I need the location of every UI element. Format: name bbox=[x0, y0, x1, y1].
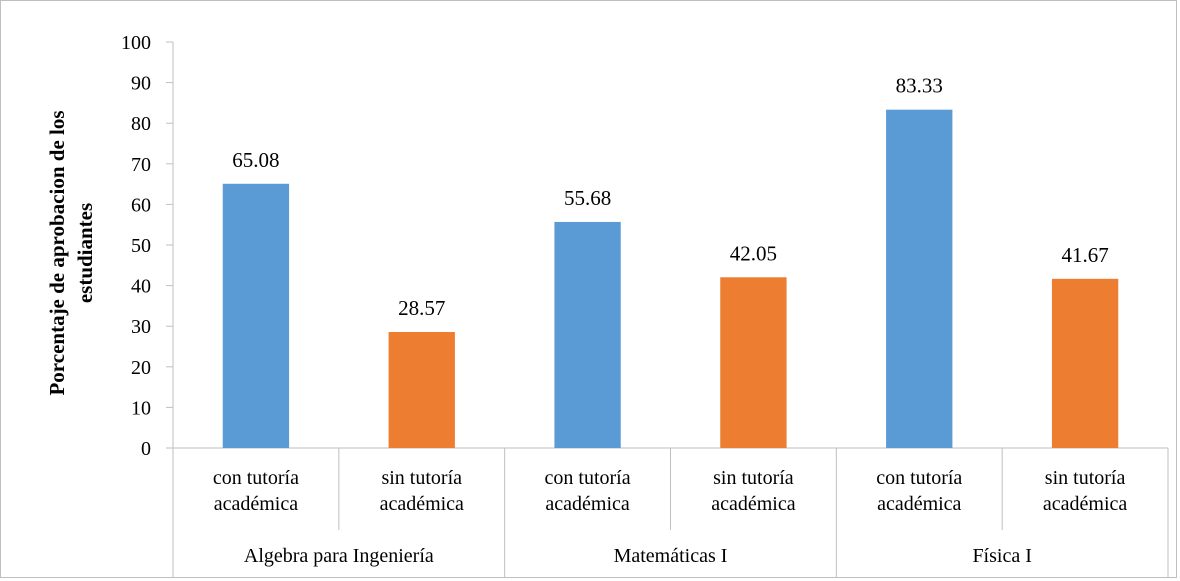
y-tick-label: 80 bbox=[131, 113, 151, 135]
y-tick-label: 100 bbox=[121, 32, 151, 54]
data-label: 28.57 bbox=[398, 296, 445, 320]
y-tick-label: 50 bbox=[131, 235, 151, 257]
y-tick-label: 90 bbox=[131, 73, 151, 95]
group-label: Algebra para Ingeniería bbox=[244, 545, 434, 567]
data-label: 83.33 bbox=[896, 74, 943, 98]
bar[interactable] bbox=[1051, 278, 1119, 448]
y-axis-title-line-1: Porcentaje de aprobacion de los bbox=[45, 110, 69, 395]
category-label: académica bbox=[214, 493, 298, 515]
bar[interactable] bbox=[886, 109, 953, 448]
category-label: sin tutoría bbox=[713, 467, 794, 489]
bar[interactable] bbox=[554, 221, 621, 448]
y-tick-label: 60 bbox=[131, 194, 151, 216]
group-label: Matemáticas I bbox=[614, 545, 728, 567]
group-label: Física I bbox=[972, 545, 1031, 567]
category-label: académica bbox=[380, 493, 464, 515]
bar[interactable] bbox=[388, 332, 455, 448]
y-tick-label: 40 bbox=[131, 276, 151, 298]
category-label: con tutoría bbox=[876, 467, 962, 489]
category-label: académica bbox=[545, 493, 629, 515]
y-axis-title-line-2: estudiantes bbox=[73, 203, 97, 303]
data-label: 41.67 bbox=[1061, 243, 1108, 267]
category-label: académica bbox=[1043, 493, 1127, 515]
data-label: 42.05 bbox=[730, 241, 777, 265]
category-label: académica bbox=[711, 493, 795, 515]
category-label: sin tutoría bbox=[1045, 467, 1126, 489]
data-label: 65.08 bbox=[232, 148, 279, 172]
y-tick-label: 30 bbox=[131, 316, 151, 338]
y-tick-label: 70 bbox=[131, 154, 151, 176]
data-label: 55.68 bbox=[564, 186, 611, 210]
y-tick-label: 20 bbox=[131, 357, 151, 379]
category-label: con tutoría bbox=[545, 467, 631, 489]
category-label: con tutoría bbox=[213, 467, 299, 489]
bar[interactable] bbox=[222, 183, 290, 448]
bar[interactable] bbox=[720, 277, 787, 448]
y-tick-label: 0 bbox=[141, 438, 151, 460]
category-label: sin tutoría bbox=[381, 467, 462, 489]
category-label: académica bbox=[877, 493, 961, 515]
y-tick-label: 10 bbox=[131, 397, 151, 419]
